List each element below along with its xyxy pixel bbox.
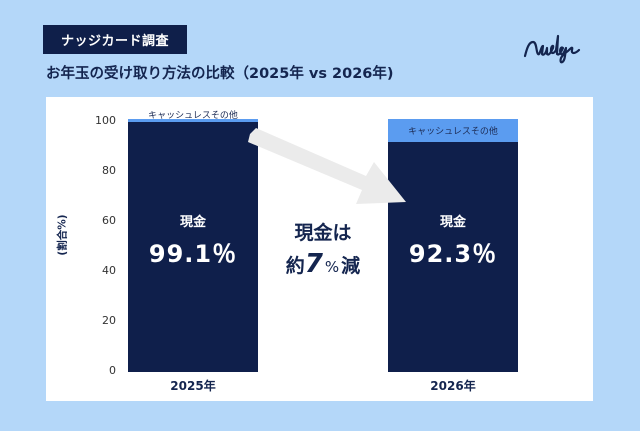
survey-badge: ナッジカード調査 bbox=[43, 25, 187, 54]
chart-title: お年玉の受け取り方法の比較（2025年 vs 2026年) bbox=[46, 66, 394, 82]
annotation-line2: 約7% 減 bbox=[262, 249, 384, 279]
bar-2025-cash-segment bbox=[128, 122, 258, 372]
bar-2026-value: 92.3％ bbox=[408, 240, 498, 268]
y-tick-60: 60 bbox=[102, 214, 116, 227]
bar-2026-cash-segment bbox=[388, 142, 518, 372]
y-tick-40: 40 bbox=[102, 264, 116, 277]
annotation-number: 7 bbox=[304, 249, 323, 279]
bar-2025-other-label: キャッシュレスその他 bbox=[148, 111, 238, 121]
annotation-line1: 現金は bbox=[294, 222, 352, 244]
decrease-annotation: 現金は 約7% 減 bbox=[262, 218, 384, 279]
annotation-prefix: 約 bbox=[285, 255, 305, 277]
bar-2025: 現金 99.1％ bbox=[128, 119, 258, 372]
bar-2025-cashless-segment bbox=[128, 119, 258, 122]
bar-2026-cashless-segment: キャッシュレスその他 bbox=[388, 119, 518, 142]
bar-2025-category: 現金 bbox=[179, 215, 206, 230]
y-tick-20: 20 bbox=[102, 314, 116, 327]
x-label-2025: 2025年 bbox=[170, 379, 216, 393]
y-tick-100: 100 bbox=[95, 114, 116, 127]
annotation-pct: % bbox=[324, 258, 340, 276]
bar-2025-label: 現金 99.1％ bbox=[128, 211, 258, 269]
bar-2026: キャッシュレスその他 現金 92.3％ bbox=[388, 119, 518, 372]
bar-2026-label: 現金 92.3％ bbox=[388, 211, 518, 269]
y-axis-label: (割合%) bbox=[56, 214, 69, 256]
nudge-logo bbox=[523, 34, 581, 64]
y-tick-80: 80 bbox=[102, 164, 116, 177]
y-tick-0: 0 bbox=[109, 364, 116, 377]
bar-2026-category: 現金 bbox=[439, 215, 466, 230]
x-label-2026: 2026年 bbox=[430, 379, 476, 393]
annotation-suffix: 減 bbox=[341, 255, 361, 277]
bar-2026-other-label: キャッシュレスその他 bbox=[408, 127, 498, 137]
bar-2025-value: 99.1％ bbox=[148, 240, 238, 268]
decrease-arrow-icon bbox=[248, 128, 406, 204]
